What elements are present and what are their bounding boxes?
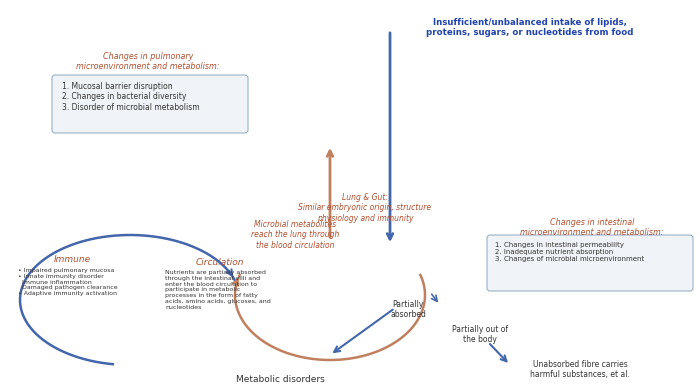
Text: • Impaired pulmonary mucosa
• Innate immunity disorder
  Immune inflammation
  D: • Impaired pulmonary mucosa • Innate imm… xyxy=(18,268,118,296)
FancyBboxPatch shape xyxy=(52,75,248,133)
Text: Lung & Gut:
Similar embryonic origin, structure
physiology and immunity: Lung & Gut: Similar embryonic origin, st… xyxy=(298,193,432,223)
Text: Partially out of
the body: Partially out of the body xyxy=(452,325,508,344)
Text: Metabolic disorders: Metabolic disorders xyxy=(236,375,324,384)
Text: Nutrients are partially absorbed
through the intestinal villi and
enter the bloo: Nutrients are partially absorbed through… xyxy=(165,270,271,310)
Text: Microbial metabolites
reach the lung through
the blood circulation: Microbial metabolites reach the lung thr… xyxy=(251,220,340,250)
Text: Changes in intestinal
microenvironment and metabolism:: Changes in intestinal microenvironment a… xyxy=(520,218,664,237)
Text: Circulation: Circulation xyxy=(196,258,244,267)
FancyBboxPatch shape xyxy=(487,235,693,291)
Text: Insufficient/unbalanced intake of lipids,
proteins, sugars, or nucleotides from : Insufficient/unbalanced intake of lipids… xyxy=(426,18,634,38)
Text: Changes in pulmonary
microenvironment and metabolism:: Changes in pulmonary microenvironment an… xyxy=(76,52,220,72)
Text: 1. Mucosal barrier disruption
2. Changes in bacterial diversity
3. Disorder of m: 1. Mucosal barrier disruption 2. Changes… xyxy=(62,82,200,112)
Text: Unabsorbed fibre carries
harmful substances, et al.: Unabsorbed fibre carries harmful substan… xyxy=(530,360,630,379)
Text: Partially
absorbed: Partially absorbed xyxy=(390,300,426,319)
Text: Immune: Immune xyxy=(53,255,90,264)
Text: 1. Changes in intestinal permeability
2. Inadequate nutrient absorption
3. Chang: 1. Changes in intestinal permeability 2.… xyxy=(495,242,644,262)
